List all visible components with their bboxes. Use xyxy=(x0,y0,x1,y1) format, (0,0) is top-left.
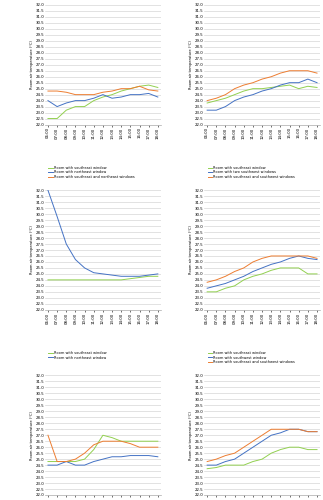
Legend: Room with southeast window, Room with northeast window: Room with southeast window, Room with no… xyxy=(47,350,108,361)
Legend: Room with southeast window, Room with two southwest windows, Room with southeast: Room with southeast window, Room with tw… xyxy=(206,164,296,180)
Text: (a): (a) xyxy=(99,190,107,195)
Y-axis label: Room air temperature (°C): Room air temperature (°C) xyxy=(189,411,193,460)
Legend: Room with southeast window, Room with southwest window, Room with southeast and : Room with southeast window, Room with so… xyxy=(206,350,296,366)
Y-axis label: Room air temperature (°C): Room air temperature (°C) xyxy=(189,40,193,89)
Legend: Room with southeast window, Room with northeast window, Room with southeast and : Room with southeast window, Room with no… xyxy=(47,164,136,180)
Y-axis label: Room air temperature (°C): Room air temperature (°C) xyxy=(30,40,34,89)
Y-axis label: Room air temperature (°C): Room air temperature (°C) xyxy=(189,226,193,274)
Y-axis label: Room air temperature (°C): Room air temperature (°C) xyxy=(30,411,34,460)
Text: (d): (d) xyxy=(258,376,266,380)
Y-axis label: Room air temperature (°C): Room air temperature (°C) xyxy=(30,226,34,274)
Text: (c): (c) xyxy=(99,376,107,380)
Text: (b): (b) xyxy=(258,190,266,195)
